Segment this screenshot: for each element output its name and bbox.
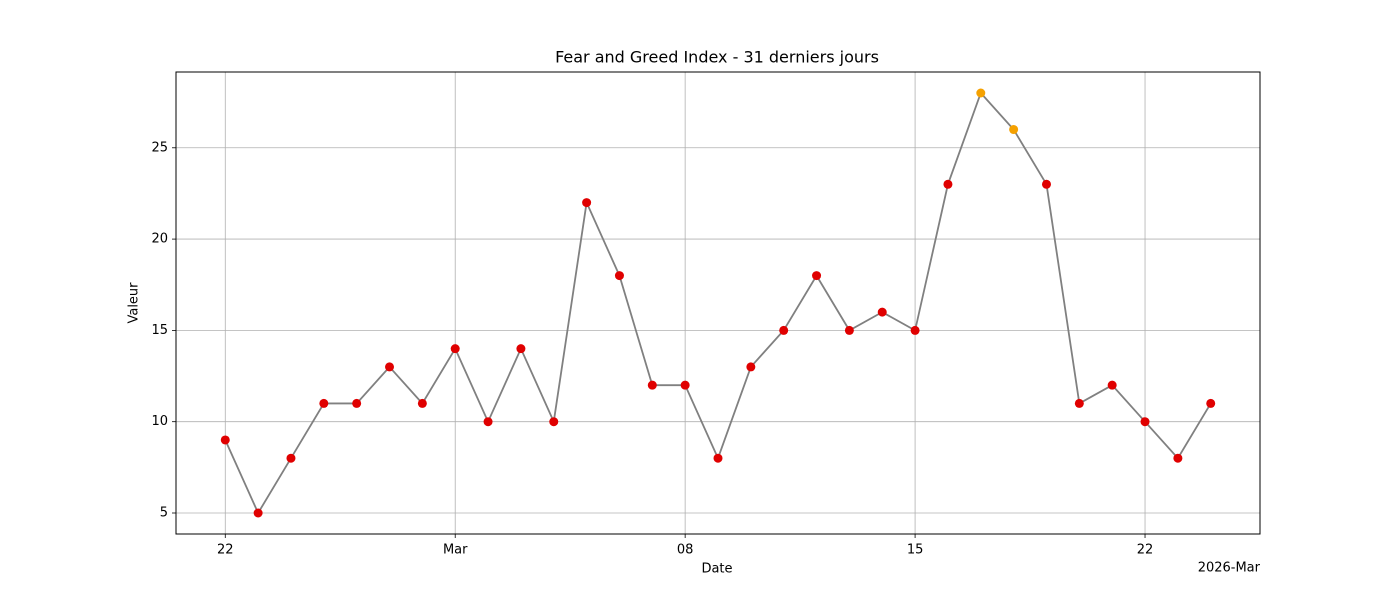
point bbox=[877, 307, 887, 317]
point bbox=[746, 362, 756, 372]
y-tick-label: 25 bbox=[151, 140, 168, 155]
plot-frame bbox=[175, 71, 1261, 535]
x-tick-label: 22 bbox=[1137, 543, 1154, 558]
point bbox=[976, 88, 986, 98]
point bbox=[385, 362, 395, 372]
point bbox=[812, 271, 822, 281]
point bbox=[844, 325, 854, 335]
point bbox=[1041, 179, 1051, 189]
point bbox=[1074, 398, 1084, 408]
x-offset-label: 2026-Mar bbox=[1198, 561, 1261, 576]
y-tick-label: 15 bbox=[151, 323, 168, 338]
y-tick-label: 10 bbox=[151, 414, 168, 429]
point bbox=[1140, 417, 1150, 427]
point bbox=[910, 325, 920, 335]
x-tick-label: 15 bbox=[907, 543, 924, 558]
point bbox=[614, 271, 624, 281]
point bbox=[1206, 398, 1216, 408]
point bbox=[516, 344, 526, 354]
point bbox=[779, 325, 789, 335]
point bbox=[352, 398, 362, 408]
point bbox=[582, 198, 592, 208]
point bbox=[647, 380, 657, 390]
x-tick-label: 22 bbox=[217, 543, 234, 558]
point bbox=[483, 417, 493, 427]
y-axis-label: Valeur bbox=[127, 282, 142, 324]
point bbox=[1009, 125, 1019, 135]
point bbox=[319, 398, 329, 408]
point bbox=[220, 435, 230, 445]
x-tick-label: 08 bbox=[677, 543, 694, 558]
point bbox=[549, 417, 559, 427]
y-tick-label: 5 bbox=[160, 506, 168, 521]
point bbox=[1173, 453, 1183, 463]
point bbox=[286, 453, 296, 463]
x-tick-label: Mar bbox=[443, 543, 468, 558]
chart-title: Fear and Greed Index - 31 derniers jours bbox=[555, 48, 879, 67]
point bbox=[713, 453, 723, 463]
point bbox=[1107, 380, 1117, 390]
point bbox=[253, 508, 263, 518]
point bbox=[417, 398, 427, 408]
y-tick-label: 20 bbox=[151, 232, 168, 247]
point bbox=[680, 380, 690, 390]
x-axis-label: Date bbox=[701, 562, 732, 577]
point bbox=[943, 179, 953, 189]
point bbox=[450, 344, 460, 354]
